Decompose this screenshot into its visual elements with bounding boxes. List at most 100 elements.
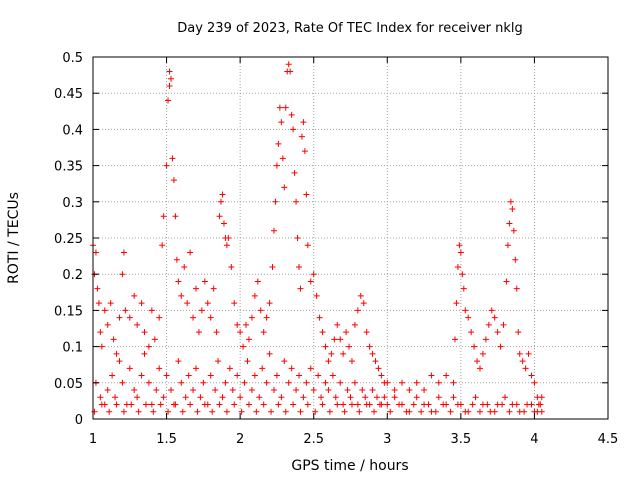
data-point <box>223 242 230 249</box>
chart-title: Day 239 of 2023, Rate Of TEC Index for r… <box>177 21 523 36</box>
data-point <box>175 278 182 285</box>
data-point <box>237 329 244 336</box>
data-point <box>209 408 216 415</box>
data-point <box>538 408 545 415</box>
data-point <box>369 350 376 357</box>
data-point <box>460 285 467 292</box>
y-tick-label: 0.25 <box>54 232 83 247</box>
data-point <box>363 329 370 336</box>
data-point <box>503 278 510 285</box>
data-point <box>185 372 192 379</box>
data-point <box>506 408 513 415</box>
data-point <box>131 292 138 299</box>
data-point <box>200 379 207 386</box>
data-point <box>126 365 133 372</box>
axis-ticks <box>92 56 609 420</box>
data-point <box>156 365 163 372</box>
data-point <box>485 321 492 328</box>
data-point <box>172 401 179 408</box>
data-point <box>482 336 489 343</box>
y-tick-label: 0.45 <box>54 87 83 102</box>
data-point <box>281 184 288 191</box>
data-point <box>296 263 302 270</box>
data-point <box>119 379 126 386</box>
y-tick-labels: 0 0.05 0.1 0.15 0.2 0.25 0.3 0.35 0.4 0.45 0.5 <box>54 51 83 428</box>
data-point <box>97 394 104 401</box>
data-point <box>181 263 188 270</box>
data-point <box>110 336 117 343</box>
data-point <box>215 358 222 365</box>
data-point <box>319 329 326 336</box>
data-point <box>245 336 252 343</box>
data-point <box>106 408 113 415</box>
data-point <box>138 300 145 307</box>
data-point <box>290 126 297 133</box>
data-point <box>294 235 301 241</box>
data-point <box>313 292 320 299</box>
data-point <box>244 358 251 365</box>
data-point <box>207 372 214 379</box>
data-point <box>104 321 111 328</box>
data-point <box>316 314 323 321</box>
data-point <box>276 104 283 111</box>
data-point <box>378 401 385 408</box>
x-tick-label: 4.5 <box>598 432 619 447</box>
data-point <box>251 292 258 299</box>
data-point <box>318 394 325 401</box>
data-point <box>193 365 199 372</box>
data-point <box>107 300 114 307</box>
data-point <box>291 169 298 176</box>
data-point <box>476 365 483 372</box>
data-point <box>447 408 454 415</box>
data-point <box>225 235 232 241</box>
data-point <box>465 314 472 321</box>
data-point <box>356 408 363 415</box>
data-point <box>462 307 469 314</box>
data-point <box>282 408 289 415</box>
data-point <box>298 133 305 140</box>
data-point <box>156 314 163 321</box>
data-point <box>104 387 111 394</box>
data-point <box>278 394 285 401</box>
data-point <box>354 401 361 408</box>
data-point <box>384 379 391 386</box>
data-point <box>97 329 104 336</box>
data-point <box>219 394 226 401</box>
data-point <box>391 387 398 394</box>
data-point <box>459 271 466 278</box>
data-point <box>456 242 463 249</box>
x-tick-label: 2 <box>236 432 244 447</box>
data-point <box>245 401 252 408</box>
plot-frame <box>92 56 609 420</box>
x-tick-label: 3.5 <box>451 432 472 447</box>
data-point <box>272 198 279 205</box>
data-point <box>293 198 300 205</box>
data-point <box>343 329 350 336</box>
data-point <box>145 343 152 350</box>
x-axis-label: GPS time / hours <box>291 458 408 474</box>
data-point <box>494 329 501 336</box>
data-point <box>253 408 260 415</box>
data-point <box>187 249 194 256</box>
data-point <box>512 256 519 263</box>
data-point <box>285 61 292 68</box>
x-tick-label: 2.5 <box>303 432 324 447</box>
data-point <box>301 148 308 155</box>
data-point <box>201 401 208 408</box>
data-point <box>94 285 101 292</box>
data-point <box>351 379 358 386</box>
data-point <box>241 379 248 386</box>
data-point <box>334 401 341 408</box>
data-point <box>195 329 202 336</box>
data-point <box>369 387 376 394</box>
data-point <box>300 119 307 126</box>
data-point <box>148 307 155 314</box>
data-point <box>254 278 261 285</box>
data-point <box>279 155 286 162</box>
data-point <box>293 387 300 394</box>
y-axis-label: ROTI / TECUs <box>6 192 22 284</box>
data-point <box>273 162 280 169</box>
data-point <box>257 307 264 314</box>
data-point <box>303 191 310 198</box>
data-point <box>329 372 336 379</box>
